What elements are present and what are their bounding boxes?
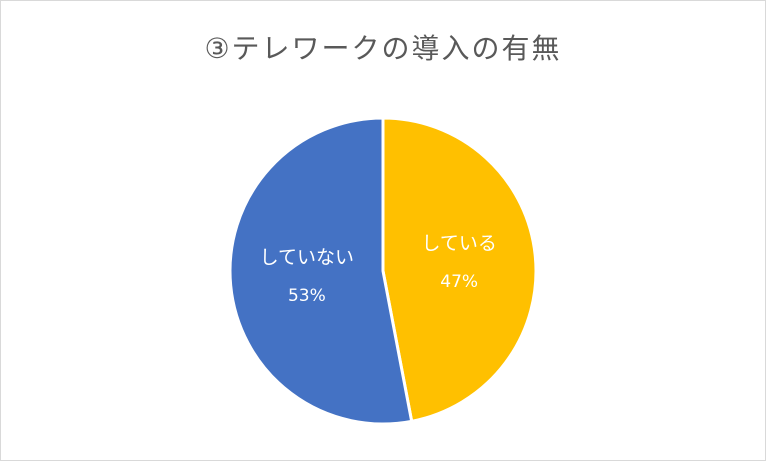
pie-slice (228, 116, 414, 426)
chart-title: ③テレワークの導入の有無 (204, 32, 561, 65)
slice-category-label: していない (260, 247, 354, 269)
pie-slice (381, 116, 538, 423)
slice-value-label: 53% (288, 286, 326, 306)
slice-category-label: している (421, 232, 496, 254)
slice-value-label: 47% (440, 272, 478, 292)
